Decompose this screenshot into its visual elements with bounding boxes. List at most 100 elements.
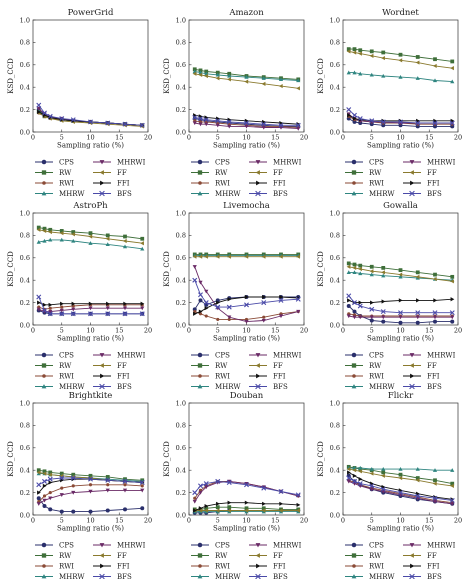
data-point <box>346 303 351 308</box>
legend-item-mhrw: MHRW <box>191 190 241 198</box>
data-point <box>244 500 249 505</box>
data-point <box>358 263 363 268</box>
data-point <box>122 478 128 484</box>
data-point <box>88 489 93 494</box>
series-rw <box>346 47 455 64</box>
x-tick-label: 10 <box>396 134 404 142</box>
chart-title: Brightkite <box>69 391 113 401</box>
data-point <box>198 490 203 495</box>
legend-item-cps: CPS <box>345 159 384 167</box>
data-point <box>70 117 76 123</box>
data-point <box>369 483 375 489</box>
legend-marker <box>255 170 260 175</box>
legend-item-ff: FF <box>249 169 283 177</box>
legend-label: BFS <box>117 573 132 579</box>
legend-marker <box>409 543 415 548</box>
y-tick-label: 0.4 <box>176 277 186 285</box>
data-point <box>278 314 284 319</box>
legend-label: MHRW <box>215 190 241 198</box>
data-point <box>59 509 64 514</box>
data-point <box>369 269 374 274</box>
data-point <box>432 481 437 486</box>
data-point <box>215 508 220 513</box>
data-point <box>198 506 203 511</box>
data-point <box>370 300 374 305</box>
data-point <box>432 63 437 69</box>
legend-item-mhrwi: MHRWI <box>403 159 456 167</box>
data-point <box>198 508 203 513</box>
data-point <box>193 508 197 513</box>
data-point <box>105 233 110 238</box>
legend-marker <box>409 170 414 175</box>
data-point <box>432 310 438 316</box>
legend-marker <box>99 363 104 368</box>
data-point <box>369 466 374 471</box>
data-point <box>42 471 47 476</box>
legend-marker <box>409 353 415 358</box>
data-point <box>357 303 363 309</box>
legend-label: CPS <box>215 159 230 167</box>
data-point <box>261 121 267 127</box>
legend-marker <box>351 363 357 368</box>
legend-item-mhrw: MHRW <box>35 573 85 579</box>
y-tick-label: 0.0 <box>20 321 30 329</box>
data-point <box>450 483 454 488</box>
chart-title: Gowalla <box>383 201 418 211</box>
data-point <box>352 478 357 484</box>
data-point <box>433 124 437 129</box>
data-point <box>450 297 455 302</box>
data-point <box>140 236 145 241</box>
chart-title: Wordnet <box>382 8 419 18</box>
data-point <box>244 319 249 324</box>
data-point <box>198 72 203 77</box>
data-point <box>244 506 249 511</box>
legend-item-rwi: RWI <box>35 563 74 571</box>
data-point <box>105 236 110 241</box>
y-axis-label: KSD_CCD <box>317 251 325 287</box>
data-point <box>352 265 357 270</box>
series-ff <box>192 254 300 259</box>
legend-marker <box>41 542 47 548</box>
legend-item-mhrw: MHRW <box>345 573 395 579</box>
x-tick-label: 0 <box>341 134 345 142</box>
data-point <box>36 102 42 108</box>
data-point <box>346 70 351 75</box>
x-axis-label: Sampling ratio (%) <box>213 525 280 533</box>
data-point <box>37 300 41 305</box>
data-point <box>122 311 128 317</box>
data-point <box>450 279 454 284</box>
data-point <box>122 488 128 493</box>
data-point <box>42 498 47 503</box>
legend-marker <box>100 563 105 569</box>
data-point <box>59 231 64 236</box>
data-point <box>140 246 145 251</box>
data-point <box>346 116 351 121</box>
data-point <box>352 112 357 118</box>
data-point <box>71 307 76 312</box>
chart-title: Flickr <box>388 391 414 401</box>
legend-item-ff: FF <box>249 362 283 370</box>
legend-label: MHRWI <box>117 159 146 167</box>
legend-label: MHRW <box>369 383 395 391</box>
legend-label: CPS <box>369 159 384 167</box>
data-point <box>358 271 363 276</box>
legend-item-mhrw: MHRW <box>345 383 395 391</box>
legend-marker <box>197 384 203 389</box>
data-point <box>36 106 41 111</box>
data-point <box>278 297 284 303</box>
x-tick-label: 0 <box>341 517 345 525</box>
data-point <box>398 52 403 57</box>
y-tick-label: 1.0 <box>330 399 340 407</box>
legend-item-bfs: BFS <box>249 383 288 391</box>
data-point <box>398 58 403 63</box>
data-point <box>262 294 266 300</box>
data-point <box>415 55 420 59</box>
legend-label: CPS <box>215 352 230 360</box>
legend-label: RWI <box>369 563 384 571</box>
data-point <box>88 483 93 487</box>
y-axis-label: KSD_CCD <box>7 58 15 94</box>
y-tick-label: 0.8 <box>176 232 186 240</box>
data-point <box>48 227 53 232</box>
x-tick-label: 0 <box>187 327 191 335</box>
legend-item-mhrwi: MHRWI <box>93 352 146 360</box>
